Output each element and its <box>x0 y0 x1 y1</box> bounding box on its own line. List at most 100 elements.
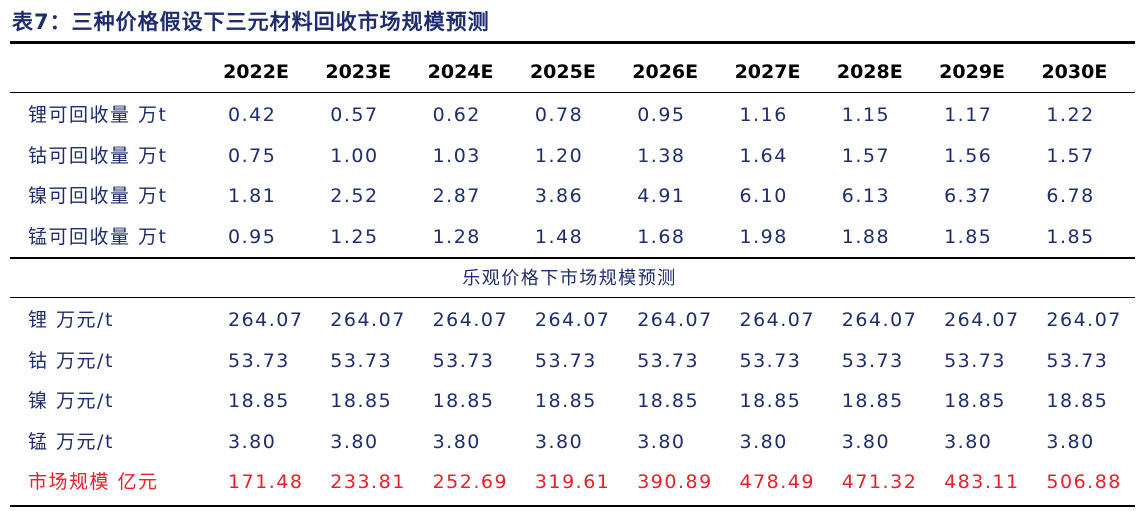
cell: 233.81 <box>330 471 406 493</box>
cell: 1.85 <box>944 225 993 248</box>
cell: 390.89 <box>637 471 713 493</box>
cell: 18.85 <box>432 390 495 412</box>
cell: 1.88 <box>841 225 891 248</box>
cell: 264.07 <box>534 309 611 331</box>
rule <box>10 297 1135 298</box>
cell: 53.73 <box>228 349 290 372</box>
cell: 3.80 <box>841 430 891 453</box>
cell: 3.80 <box>1046 430 1095 453</box>
column-header: 2028E <box>836 61 903 83</box>
cell: 1.48 <box>534 225 584 248</box>
cell: 3.80 <box>637 430 686 453</box>
cell: 1.25 <box>330 225 379 248</box>
cell: 53.73 <box>739 349 802 372</box>
column-header: 2026E <box>632 61 699 83</box>
cell: 478.49 <box>739 471 815 493</box>
cell: 53.73 <box>1046 349 1109 372</box>
row-label: 钴 万元/t <box>28 349 114 372</box>
cell: 1.15 <box>841 104 891 126</box>
cell: 264.07 <box>330 309 406 331</box>
column-header: 2024E <box>427 61 494 83</box>
cell: 319.61 <box>534 471 611 493</box>
cell: 1.03 <box>432 144 481 167</box>
cell: 18.85 <box>637 390 700 412</box>
row-label: 锰可回收量 万t <box>28 225 168 248</box>
cell: 18.85 <box>330 390 393 412</box>
column-header: 2022E <box>223 61 289 83</box>
cell: 1.28 <box>432 225 481 248</box>
cell: 2.87 <box>432 185 481 207</box>
cell: 18.85 <box>228 390 290 412</box>
column-header: 2030E <box>1041 61 1108 83</box>
column-header: 2029E <box>939 61 1006 83</box>
column-header: 2027E <box>734 61 801 83</box>
cell: 1.22 <box>1046 104 1095 126</box>
cell: 1.20 <box>534 144 584 167</box>
cell: 53.73 <box>534 349 597 372</box>
cell: 264.07 <box>841 309 918 331</box>
cell: 1.64 <box>739 144 788 167</box>
cell: 1.57 <box>841 144 891 167</box>
cell: 1.16 <box>739 104 788 126</box>
cell: 1.56 <box>944 144 993 167</box>
cell: 0.75 <box>228 144 277 167</box>
column-header: 2025E <box>529 61 596 83</box>
cell: 3.80 <box>739 430 788 453</box>
cell: 6.78 <box>1046 185 1095 207</box>
cell: 3.80 <box>228 430 277 453</box>
table-title: 表7：三种价格假设下三元材料回收市场规模预测 <box>12 10 490 34</box>
row-label: 市场规模 亿元 <box>28 471 159 493</box>
cell: 1.17 <box>944 104 993 126</box>
cell: 1.38 <box>637 144 686 167</box>
row-label: 镍可回收量 万t <box>28 185 168 207</box>
cell: 171.48 <box>228 471 304 493</box>
cell: 264.07 <box>944 309 1020 331</box>
cell: 1.81 <box>228 185 277 207</box>
cell: 18.85 <box>534 390 597 412</box>
section-title: 乐观价格下市场规模预测 <box>462 268 677 289</box>
rule <box>10 41 1135 44</box>
row-label: 锰 万元/t <box>28 430 114 453</box>
cell: 0.62 <box>432 104 481 126</box>
rule <box>10 92 1135 93</box>
cell: 264.07 <box>228 309 304 331</box>
cell: 506.88 <box>1046 471 1122 493</box>
cell: 0.95 <box>637 104 686 126</box>
cell: 2.52 <box>330 185 379 207</box>
column-header: 2023E <box>325 61 392 83</box>
cell: 53.73 <box>841 349 904 372</box>
cell: 53.73 <box>944 349 1006 372</box>
cell: 252.69 <box>432 471 509 493</box>
cell: 6.13 <box>841 185 891 207</box>
row-label: 钴可回收量 万t <box>28 144 168 167</box>
cell: 264.07 <box>739 309 815 331</box>
cell: 264.07 <box>1046 309 1122 331</box>
cell: 0.57 <box>330 104 379 126</box>
cell: 3.86 <box>534 185 584 207</box>
cell: 1.57 <box>1046 144 1095 167</box>
cell: 3.80 <box>432 430 481 453</box>
cell: 0.95 <box>228 225 277 248</box>
rule <box>10 257 1135 259</box>
cell: 4.91 <box>637 185 686 207</box>
row-label: 锂 万元/t <box>28 309 114 331</box>
cell: 1.68 <box>637 225 686 248</box>
cell: 0.78 <box>534 104 584 126</box>
cell: 18.85 <box>739 390 802 412</box>
row-label: 镍 万元/t <box>28 390 114 412</box>
cell: 264.07 <box>637 309 713 331</box>
cell: 18.85 <box>841 390 904 412</box>
cell: 6.10 <box>739 185 788 207</box>
cell: 53.73 <box>637 349 700 372</box>
cell: 18.85 <box>1046 390 1109 412</box>
cell: 18.85 <box>944 390 1006 412</box>
cell: 53.73 <box>432 349 495 372</box>
cell: 264.07 <box>432 309 509 331</box>
cell: 3.80 <box>944 430 993 453</box>
cell: 6.37 <box>944 185 993 207</box>
cell: 3.80 <box>534 430 584 453</box>
cell: 3.80 <box>330 430 379 453</box>
cell: 0.42 <box>228 104 277 126</box>
cell: 1.85 <box>1046 225 1095 248</box>
